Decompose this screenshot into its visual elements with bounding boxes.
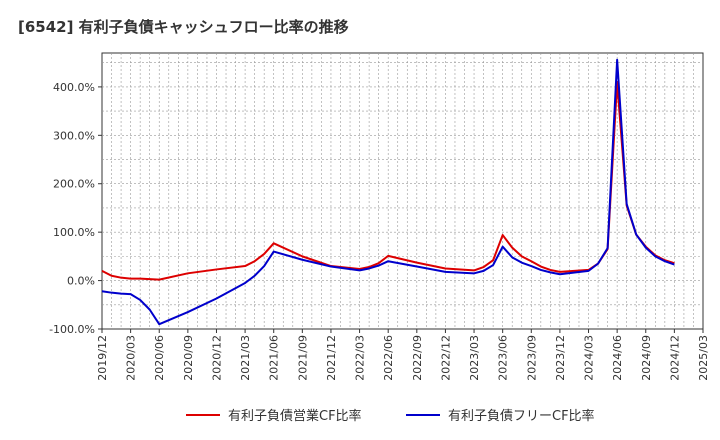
x-tick-label: 2021/06: [268, 335, 281, 381]
legend-label-2: 有利子負債フリーCF比率: [448, 408, 595, 424]
grid-layer: [101, 52, 704, 330]
x-tick-label: 2024/12: [668, 335, 681, 381]
plot-frame: [101, 52, 704, 330]
x-tick-label: 2023/09: [525, 335, 538, 381]
y-tick-label: 200.0%: [53, 178, 95, 191]
x-tick-label: 2023/12: [554, 335, 567, 381]
y-tick-label: 300.0%: [53, 129, 95, 142]
y-tick-label: -100.0%: [49, 323, 95, 336]
x-tick-label: 2020/06: [153, 335, 166, 381]
x-tick-label: 2022/12: [439, 335, 452, 381]
x-tick-label: 2022/06: [382, 335, 395, 381]
y-tick-label: 400.0%: [53, 81, 95, 94]
x-tick-label: 2022/09: [411, 335, 424, 381]
legend-label-1: 有利子負債営業CF比率: [228, 408, 362, 424]
y-tick-label: 100.0%: [53, 226, 95, 239]
series-layer: [101, 58, 675, 326]
x-tick-label: 2022/03: [354, 335, 367, 381]
y-tick-label: 0.0%: [67, 275, 95, 288]
x-tick-label: 2021/03: [239, 335, 252, 381]
x-tick-label: 2020/12: [210, 335, 223, 381]
x-tick-label: 2021/12: [325, 335, 338, 381]
x-tick-label: 2020/09: [182, 335, 195, 381]
axis-layer: -100.0% 0.0% 100.0% 200.0% 300.0% 400.0% 2019/…: [49, 81, 710, 381]
chart-title: [6542] 有利子負債キャッシュフロー比率の推移: [18, 18, 349, 36]
series-line-2: [101, 58, 675, 326]
x-tick-label: 2024/09: [640, 335, 653, 381]
x-tick-label: 2019/12: [96, 335, 109, 381]
x-tick-label: 2024/03: [583, 335, 596, 381]
x-tick-label: 2023/06: [497, 335, 510, 381]
x-tick-label: 2020/03: [125, 335, 138, 381]
x-tick-label: 2023/03: [468, 335, 481, 381]
legend: 有利子負債営業CF比率 有利子負債フリーCF比率: [186, 408, 595, 424]
x-tick-label: 2024/06: [611, 335, 624, 381]
x-tick-label: 2021/09: [296, 335, 309, 381]
x-tick-label: 2025/03: [697, 335, 710, 381]
